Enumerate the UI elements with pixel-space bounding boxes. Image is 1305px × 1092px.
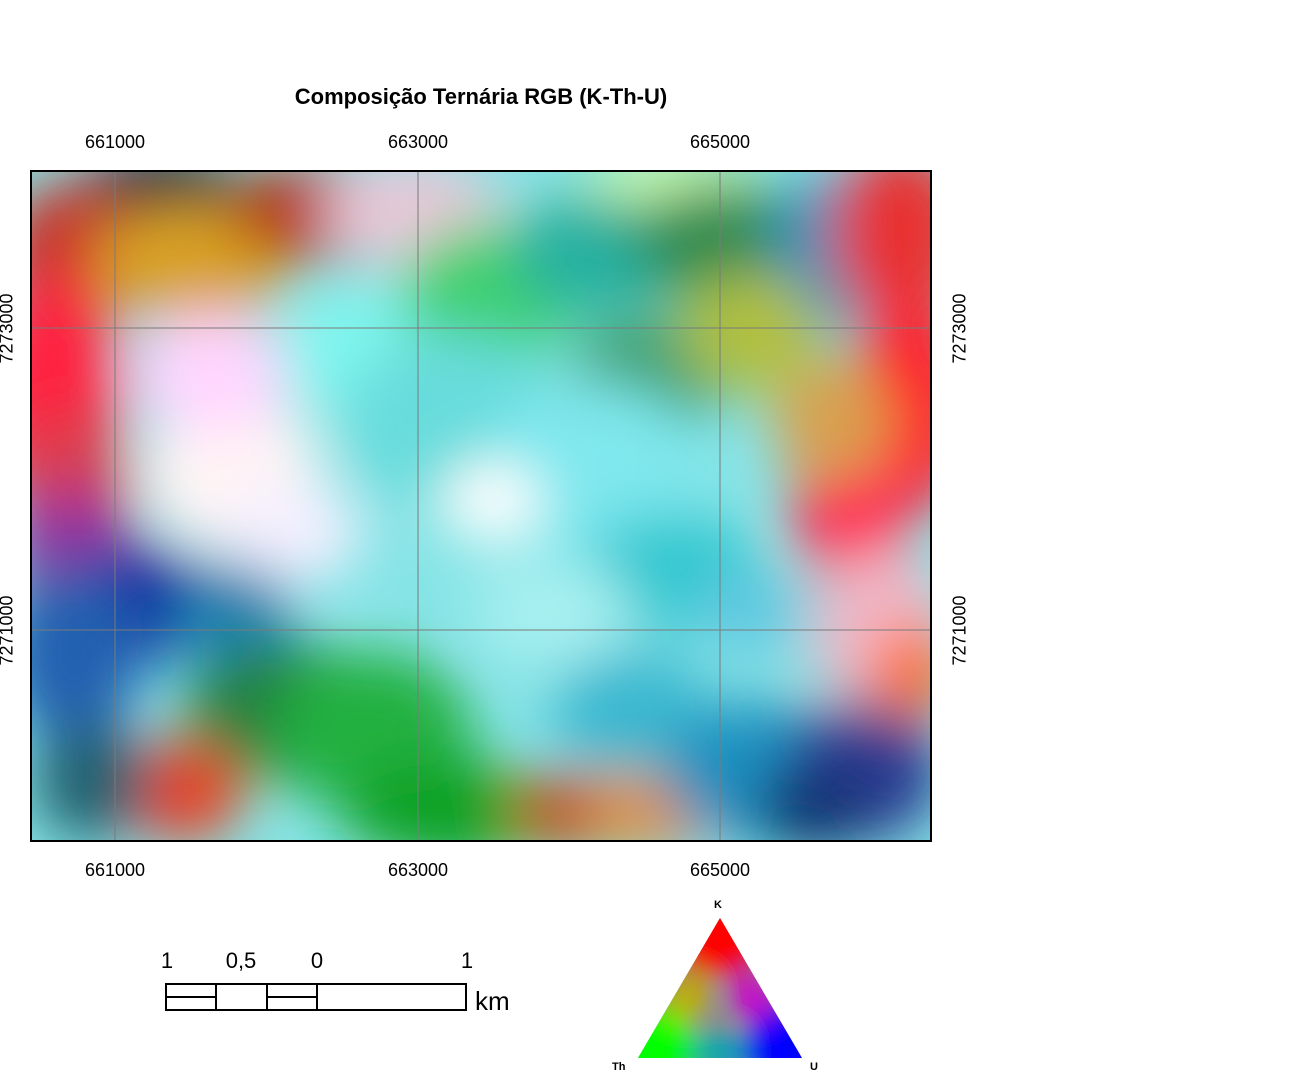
y-tick-right-7271000: 7271000 bbox=[949, 595, 970, 666]
x-tick-top-665000: 665000 bbox=[689, 132, 751, 152]
scale-label-0: 0 bbox=[310, 948, 324, 973]
ternary-label-k: K bbox=[714, 899, 722, 911]
scale-label-0-5: 0,5 bbox=[225, 948, 257, 973]
ternary-triangle-icon bbox=[638, 918, 802, 1058]
ternary-label-u: U bbox=[810, 1061, 818, 1073]
scale-label-1-left: 1 bbox=[160, 948, 174, 973]
map-frame[interactable] bbox=[30, 170, 932, 842]
x-tick-top-661000: 661000 bbox=[84, 132, 146, 152]
x-tick-top-663000: 663000 bbox=[387, 132, 449, 152]
scale-bar-icon bbox=[165, 983, 467, 1011]
x-tick-bottom-663000: 663000 bbox=[387, 860, 449, 880]
y-tick-right-7273000: 7273000 bbox=[949, 293, 970, 364]
rgb-composite-raster bbox=[32, 172, 930, 840]
scale-unit-label: km bbox=[475, 986, 510, 1016]
ternary-label-th: Th bbox=[612, 1061, 626, 1073]
y-tick-left-7273000: 7273000 bbox=[0, 293, 17, 364]
x-tick-bottom-661000: 661000 bbox=[84, 860, 146, 880]
y-tick-left-7271000: 7271000 bbox=[0, 595, 17, 666]
x-tick-bottom-665000: 665000 bbox=[689, 860, 751, 880]
scale-label-1-right: 1 bbox=[460, 948, 474, 973]
map-title: Composição Ternária RGB (K-Th-U) bbox=[294, 84, 668, 109]
